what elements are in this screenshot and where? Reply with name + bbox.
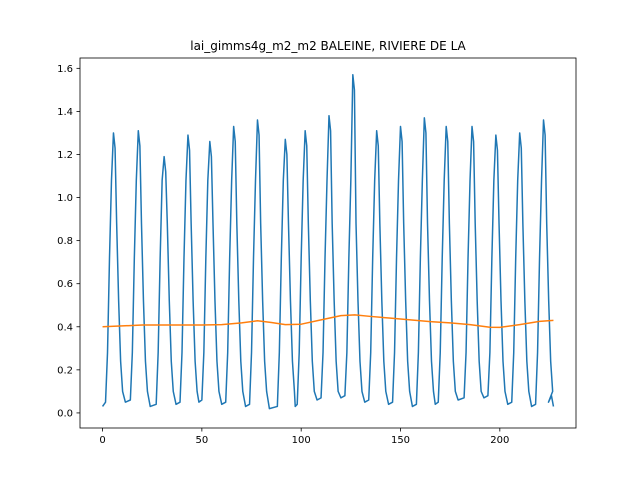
x-axis: 0 50 100 150 200 bbox=[99, 428, 509, 446]
axes-frame bbox=[79, 57, 577, 429]
x-tick-label: 50 bbox=[195, 435, 208, 446]
x-tick-label: 200 bbox=[490, 435, 509, 446]
y-tick-label: 0.4 bbox=[57, 322, 73, 333]
x-tick-label: 150 bbox=[391, 435, 410, 446]
x-tick-label: 100 bbox=[292, 435, 311, 446]
y-tick-label: 1.2 bbox=[57, 150, 73, 161]
y-tick-label: 0.8 bbox=[57, 236, 73, 247]
series-line-blue bbox=[101, 74, 555, 410]
y-axis: 0.0 0.2 0.4 0.6 0.8 1.0 1.2 1.4 1.6 bbox=[57, 64, 80, 419]
y-tick-label: 0.2 bbox=[57, 365, 73, 376]
y-tick-label: 0.6 bbox=[57, 279, 73, 290]
x-tick-label: 0 bbox=[99, 435, 105, 446]
y-tick-label: 1.6 bbox=[57, 64, 73, 75]
series-line-orange bbox=[102, 314, 554, 329]
y-tick-label: 1.0 bbox=[57, 193, 73, 204]
y-tick-label: 0.0 bbox=[57, 408, 73, 419]
chart-title: lai_gimms4g_m2_m2 BALEINE, RIVIERE DE LA bbox=[190, 39, 466, 53]
series-layer bbox=[101, 74, 555, 410]
y-tick-label: 1.4 bbox=[57, 107, 73, 118]
